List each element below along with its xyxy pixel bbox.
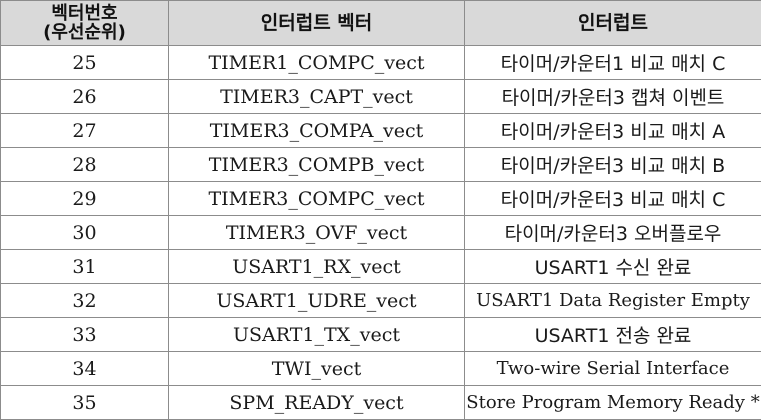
table-row: 28 TIMER3_COMPB_vect 타이머/카운터3 비교 매치 B	[0, 147, 761, 182]
interrupt-description-cell: 타이머/카운터1 비교 매치 C	[464, 45, 761, 80]
vector-number-cell: 26	[0, 79, 169, 114]
table-row: 33 USART1_TX_vect USART1 전송 완료	[0, 317, 761, 352]
vector-name-cell: USART1_TX_vect	[168, 317, 465, 352]
header-interrupt: 인터럽트	[464, 0, 761, 46]
vector-number-cell: 30	[0, 215, 169, 250]
vector-name-cell: SPM_READY_vect	[168, 385, 465, 420]
vector-number-cell: 34	[0, 351, 169, 386]
vector-number-cell: 25	[0, 45, 169, 80]
vector-number-cell: 28	[0, 147, 169, 182]
vector-name-cell: TIMER3_COMPC_vect	[168, 181, 465, 216]
vector-name-cell: TWI_vect	[168, 351, 465, 386]
interrupt-description-cell: 타이머/카운터3 비교 매치 A	[464, 113, 761, 148]
header-vector-number-line2: (우선순위)	[43, 22, 126, 43]
header-interrupt-vector: 인터럽트 벡터	[168, 0, 465, 46]
vector-name-cell: TIMER3_COMPB_vect	[168, 147, 465, 182]
vector-number-cell: 35	[0, 385, 169, 420]
interrupt-description-cell: 타이머/카운터3 비교 매치 B	[464, 147, 761, 182]
interrupt-description-cell: Two-wire Serial Interface	[464, 351, 761, 386]
interrupt-description-cell: USART1 수신 완료	[464, 249, 761, 284]
table-row: 32 USART1_UDRE_vect USART1 Data Register…	[0, 283, 761, 318]
interrupt-description-cell: USART1 Data Register Empty	[464, 283, 761, 318]
table-row: 25 TIMER1_COMPC_vect 타이머/카운터1 비교 매치 C	[0, 45, 761, 80]
header-vector-number-line1: 벡터번호	[51, 3, 118, 24]
table-row: 30 TIMER3_OVF_vect 타이머/카운터3 오버플로우	[0, 215, 761, 250]
vector-name-cell: USART1_RX_vect	[168, 249, 465, 284]
table-row: 26 TIMER3_CAPT_vect 타이머/카운터3 캡쳐 이벤트	[0, 79, 761, 114]
vector-name-cell: USART1_UDRE_vect	[168, 283, 465, 318]
table-row: 35 SPM_READY_vect Store Program Memory R…	[0, 385, 761, 420]
header-row: 벡터번호 (우선순위) 인터럽트 벡터 인터럽트	[0, 0, 761, 46]
interrupt-description-cell: USART1 전송 완료	[464, 317, 761, 352]
vector-number-cell: 33	[0, 317, 169, 352]
vector-name-cell: TIMER3_CAPT_vect	[168, 79, 465, 114]
interrupt-description-cell: Store Program Memory Ready *	[464, 385, 761, 420]
header-vector-number: 벡터번호 (우선순위)	[0, 0, 169, 46]
vector-name-cell: TIMER1_COMPC_vect	[168, 45, 465, 80]
vector-number-cell: 29	[0, 181, 169, 216]
table-row: 31 USART1_RX_vect USART1 수신 완료	[0, 249, 761, 284]
vector-name-cell: TIMER3_OVF_vect	[168, 215, 465, 250]
table-row: 29 TIMER3_COMPC_vect 타이머/카운터3 비교 매치 C	[0, 181, 761, 216]
vector-number-cell: 32	[0, 283, 169, 318]
vector-number-cell: 31	[0, 249, 169, 284]
interrupt-description-cell: 타이머/카운터3 비교 매치 C	[464, 181, 761, 216]
interrupt-description-cell: 타이머/카운터3 캡쳐 이벤트	[464, 79, 761, 114]
interrupt-description-cell: 타이머/카운터3 오버플로우	[464, 215, 761, 250]
table-row: 34 TWI_vect Two-wire Serial Interface	[0, 351, 761, 386]
table-row: 27 TIMER3_COMPA_vect 타이머/카운터3 비교 매치 A	[0, 113, 761, 148]
vector-number-cell: 27	[0, 113, 169, 148]
vector-name-cell: TIMER3_COMPA_vect	[168, 113, 465, 148]
